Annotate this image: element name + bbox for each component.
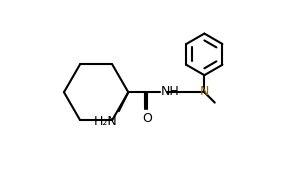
Text: N: N	[200, 85, 209, 98]
Text: O: O	[143, 112, 153, 125]
Text: NH: NH	[161, 85, 180, 98]
Text: H₂N: H₂N	[94, 115, 118, 127]
